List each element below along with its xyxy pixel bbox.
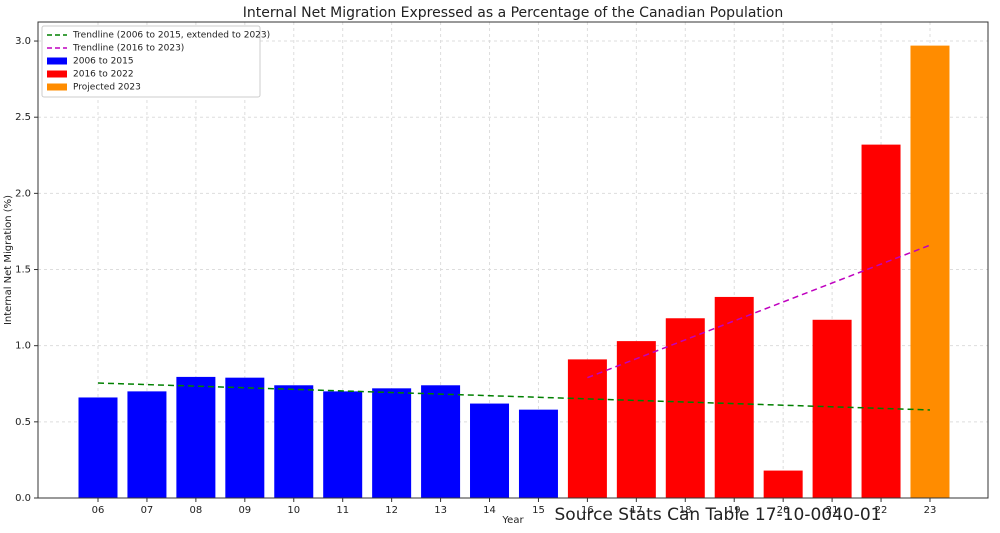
bar	[714, 296, 754, 498]
y-tick-label: 2.0	[15, 188, 31, 199]
x-tick-label: 08	[190, 505, 203, 516]
x-tick-label: 21	[826, 505, 839, 516]
bar	[812, 319, 852, 498]
legend-label: Projected 2023	[73, 83, 141, 93]
bar	[861, 144, 901, 498]
bar	[421, 385, 461, 498]
x-tick-label: 17	[630, 505, 643, 516]
trendline	[587, 244, 931, 379]
bar	[518, 409, 558, 498]
x-tick-label: 20	[777, 505, 790, 516]
y-tick-label: 0.0	[15, 493, 31, 504]
y-tick-label: 2.5	[15, 112, 31, 123]
bar	[323, 391, 363, 498]
x-tick-label: 18	[679, 505, 692, 516]
bar	[470, 403, 510, 498]
bar	[78, 397, 118, 498]
bar	[616, 341, 656, 498]
bar	[910, 45, 950, 499]
bar	[176, 376, 216, 498]
source-note: Source Stats Can Table 17-10-0040-01	[555, 505, 882, 525]
x-tick-label: 11	[336, 505, 349, 516]
legend-label: Trendline (2016 to 2023)	[72, 44, 184, 54]
bar	[763, 470, 803, 498]
x-tick-label: 10	[287, 505, 300, 516]
x-tick-label: 19	[728, 505, 741, 516]
trendline	[97, 382, 931, 411]
bar	[372, 388, 412, 498]
x-tick-label: 16	[581, 505, 594, 516]
x-tick-label: 07	[141, 505, 154, 516]
bar	[127, 391, 167, 498]
legend-box	[41, 25, 261, 98]
y-axis-label: Internal Net Migration (%)	[3, 195, 14, 325]
x-tick-label: 22	[875, 505, 888, 516]
plot-frame	[37, 21, 989, 499]
bar	[665, 318, 705, 498]
legend-swatch	[47, 57, 67, 65]
x-tick-label: 14	[483, 505, 496, 516]
y-tick-label: 3.0	[15, 36, 31, 47]
y-tick-label: 1.5	[15, 265, 31, 276]
legend-swatch	[47, 70, 67, 78]
y-tick-label: 0.5	[15, 417, 31, 428]
bar	[567, 359, 607, 498]
y-tick-label: 1.0	[15, 341, 31, 352]
x-tick-label: 13	[434, 505, 447, 516]
bar	[225, 377, 265, 498]
legend-label: Trendline (2006 to 2015, extended to 202…	[72, 31, 270, 41]
x-tick-label: 09	[238, 505, 251, 516]
legend-swatch	[47, 83, 67, 91]
chart-title: Internal Net Migration Expressed as a Pe…	[243, 5, 783, 21]
bar	[274, 385, 314, 498]
x-axis-label: Year	[501, 515, 524, 526]
x-tick-label: 12	[385, 505, 398, 516]
legend-label: 2016 to 2022	[73, 70, 134, 80]
x-tick-label: 15	[532, 505, 545, 516]
x-tick-label: 23	[924, 505, 937, 516]
x-tick-label: 06	[92, 505, 105, 516]
legend-label: 2006 to 2015	[73, 57, 134, 67]
